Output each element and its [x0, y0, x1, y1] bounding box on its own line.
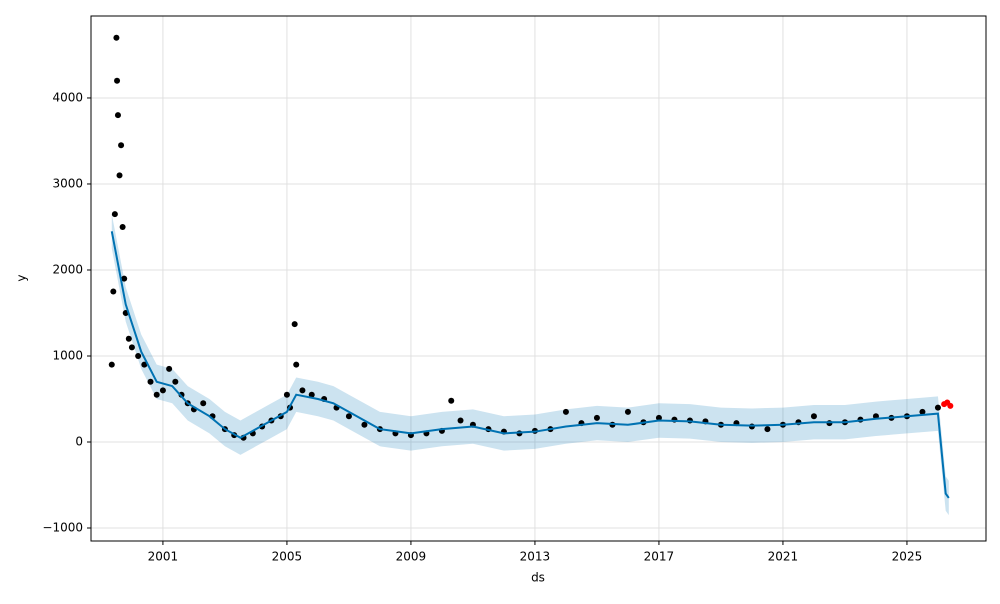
x-tick-label: 2005 — [272, 550, 303, 564]
observed-point — [345, 413, 352, 420]
observed-point — [116, 172, 123, 179]
observed-point — [200, 400, 207, 407]
y-tick-label: −1000 — [42, 521, 83, 535]
observed-point — [119, 223, 126, 230]
observed-point — [111, 211, 118, 218]
observed-point — [919, 408, 926, 415]
observed-point — [624, 408, 631, 415]
observed-point — [655, 414, 662, 421]
observed-point — [172, 378, 179, 385]
x-tick-label: 2025 — [892, 550, 923, 564]
y-tick-label: 4000 — [52, 90, 83, 104]
observed-point — [114, 112, 121, 119]
observed-point — [141, 361, 148, 368]
observed-point — [110, 288, 117, 295]
observed-point — [147, 378, 154, 385]
observed-point — [293, 361, 300, 368]
x-tick-label: 2021 — [768, 550, 799, 564]
observed-point — [299, 387, 306, 394]
observed-point — [166, 365, 173, 372]
y-tick-label: 3000 — [52, 176, 83, 190]
observed-point — [934, 404, 941, 411]
observed-point — [764, 426, 771, 433]
uncertainty-band — [111, 214, 949, 516]
x-tick-label: 2001 — [148, 550, 179, 564]
plot-frame — [90, 15, 987, 542]
observed-point — [283, 391, 290, 398]
y-tick-label: 0 — [75, 435, 83, 449]
observed-point — [108, 361, 115, 368]
observed-point — [457, 417, 464, 424]
observed-point — [159, 387, 166, 394]
observed-point — [128, 344, 135, 351]
x-axis-label: ds — [531, 571, 545, 585]
observed-point — [118, 142, 125, 149]
observed-point — [308, 391, 315, 398]
observed-point — [361, 421, 368, 428]
observed-point — [291, 321, 298, 328]
observed-point — [135, 352, 142, 359]
observed-point — [593, 414, 600, 421]
y-tick-label: 2000 — [52, 262, 83, 276]
new-point — [947, 402, 954, 409]
y-tick-label: 1000 — [52, 348, 83, 362]
x-tick-label: 2013 — [520, 550, 551, 564]
observed-point — [125, 335, 132, 342]
observed-point — [153, 391, 160, 398]
y-axis-label: y — [15, 274, 29, 281]
observed-point — [810, 413, 817, 420]
observed-point — [562, 408, 569, 415]
x-tick-label: 2017 — [644, 550, 675, 564]
observed-point — [113, 34, 120, 41]
x-tick-label: 2009 — [396, 550, 427, 564]
observed-point — [114, 77, 121, 84]
observed-point — [121, 275, 128, 282]
forecast-line — [110, 231, 950, 499]
observed-point — [448, 397, 455, 404]
